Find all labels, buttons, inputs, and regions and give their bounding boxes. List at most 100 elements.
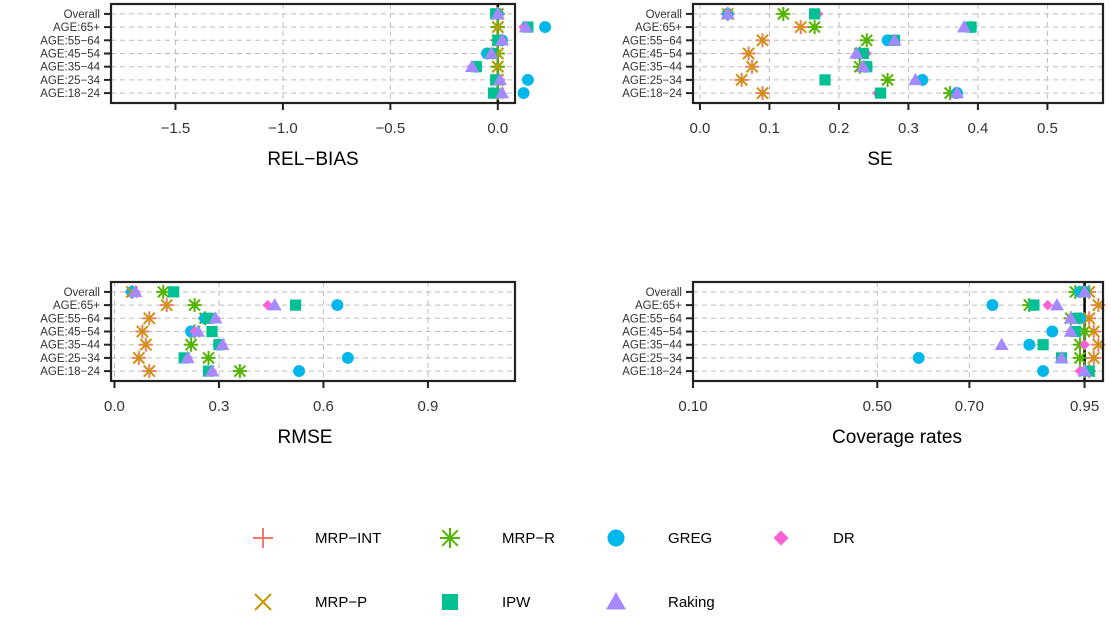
point-mrp-r bbox=[776, 6, 791, 21]
point-greg bbox=[293, 365, 306, 378]
point-greg bbox=[331, 299, 344, 312]
x-tick-label: 0.9 bbox=[418, 398, 439, 415]
x-tick-label: 0.2 bbox=[829, 120, 850, 137]
point-raking bbox=[887, 33, 902, 46]
point-dr bbox=[1079, 339, 1090, 350]
x-tick-label: 0.3 bbox=[898, 120, 919, 137]
x-tick-label: 0.6 bbox=[313, 398, 334, 415]
legend-label: MRP−R bbox=[502, 530, 555, 547]
legend-item-mrp-p: MRP−P bbox=[254, 593, 367, 611]
y-tick-label: AGE:25−34 bbox=[40, 75, 100, 87]
x-axis-title: REL−BIAS bbox=[267, 149, 358, 170]
legend-item-mrp-r: MRP−R bbox=[440, 528, 555, 548]
point-ipw bbox=[206, 325, 218, 338]
legend-label: MRP−P bbox=[315, 594, 367, 611]
y-tick-label: AGE:55−64 bbox=[622, 35, 682, 47]
point-raking bbox=[908, 72, 923, 86]
point-greg bbox=[517, 87, 530, 100]
x-tick-label: −1.0 bbox=[268, 120, 298, 137]
point-ipw bbox=[470, 61, 482, 73]
legend-item-mrp-int: MRP−INT bbox=[253, 528, 381, 548]
point-raking bbox=[950, 86, 965, 99]
legend-item-raking: Raking bbox=[606, 592, 715, 611]
point-mrp-p bbox=[1087, 325, 1101, 338]
point-ipw bbox=[168, 286, 180, 298]
legend-item-greg: GREG bbox=[607, 529, 712, 547]
y-tick-label: AGE:25−34 bbox=[40, 353, 100, 365]
y-tick-label: AGE:25−34 bbox=[622, 353, 682, 365]
legend-key-mrp-int bbox=[253, 528, 273, 548]
point-ipw bbox=[875, 87, 887, 99]
y-tick-label: AGE:55−64 bbox=[40, 35, 100, 47]
legend: MRP−INT MRP−R GREG DR MRP−P IPW Raking bbox=[253, 528, 855, 611]
point-mrp-p bbox=[745, 60, 759, 74]
point-raking bbox=[208, 311, 223, 324]
y-tick-label: AGE:35−44 bbox=[622, 62, 682, 74]
x-tick-label: 0.50 bbox=[863, 398, 892, 415]
point-ipw bbox=[1028, 299, 1040, 311]
x-tick-label: −0.5 bbox=[376, 120, 406, 137]
point-mrp-p bbox=[136, 325, 149, 338]
legend-label: IPW bbox=[502, 594, 531, 611]
panels: OverallAGE:65+AGE:55−64AGE:45−54AGE:35−4… bbox=[40, 2, 1106, 448]
y-tick-label: AGE:65+ bbox=[53, 22, 100, 34]
x-tick-label: 0.4 bbox=[967, 120, 988, 137]
x-tick-label: 0.3 bbox=[209, 398, 230, 415]
point-raking bbox=[856, 59, 871, 72]
x-tick-label: −1.5 bbox=[161, 120, 191, 137]
point-greg bbox=[521, 73, 534, 86]
point-raking bbox=[1077, 364, 1092, 377]
y-tick-label: AGE:18−24 bbox=[622, 88, 682, 100]
y-tick-label: AGE:65+ bbox=[635, 300, 682, 312]
point-ipw bbox=[1069, 325, 1081, 338]
point-raking bbox=[1077, 284, 1092, 298]
y-tick-label: AGE:35−44 bbox=[622, 340, 682, 352]
point-mrp-p bbox=[491, 60, 505, 74]
x-tick-label: 0.0 bbox=[690, 120, 711, 137]
point-ipw bbox=[1037, 339, 1049, 351]
point-ipw bbox=[492, 34, 504, 46]
point-mrp-p bbox=[794, 20, 808, 34]
point-mrp-r bbox=[156, 284, 171, 299]
legend-key-dr bbox=[773, 530, 789, 546]
y-tick-label: AGE:18−24 bbox=[40, 88, 100, 100]
point-mrp-p bbox=[742, 47, 755, 60]
point-dr bbox=[1042, 299, 1053, 311]
point-mrp-p bbox=[139, 338, 153, 352]
point-mrp-r bbox=[201, 350, 216, 365]
point-mrp-r bbox=[1072, 350, 1087, 365]
legend-key-greg bbox=[607, 529, 625, 547]
point-raking bbox=[1063, 311, 1078, 324]
point-raking bbox=[849, 46, 864, 59]
y-tick-label: AGE:18−24 bbox=[40, 366, 100, 378]
point-raking bbox=[495, 86, 510, 99]
point-mrp-p bbox=[132, 351, 146, 365]
y-tick-label: AGE:55−64 bbox=[622, 313, 682, 325]
point-mrp-r bbox=[807, 20, 822, 35]
y-tick-label: AGE:45−54 bbox=[40, 327, 100, 339]
point-greg bbox=[1046, 325, 1059, 338]
point-raking bbox=[191, 324, 206, 337]
point-ipw bbox=[487, 87, 500, 99]
x-tick-label: 0.0 bbox=[487, 120, 508, 137]
y-tick-label: AGE:18−24 bbox=[622, 366, 682, 378]
point-raking bbox=[495, 33, 510, 46]
point-raking bbox=[465, 59, 480, 72]
point-raking bbox=[128, 284, 143, 298]
x-tick-label: 0.10 bbox=[678, 398, 707, 415]
point-greg bbox=[1023, 338, 1036, 351]
point-mrp-p bbox=[756, 86, 769, 100]
x-tick-label: 0.70 bbox=[955, 398, 984, 415]
point-mrp-p bbox=[160, 298, 174, 312]
y-tick-label: Overall bbox=[646, 287, 682, 299]
point-mrp-r bbox=[187, 298, 202, 313]
legend-label: MRP−INT bbox=[315, 530, 381, 547]
point-mrp-p bbox=[735, 73, 748, 87]
point-greg bbox=[1037, 365, 1050, 378]
legend-item-dr: DR bbox=[773, 530, 855, 547]
x-tick-label: 0.0 bbox=[104, 398, 125, 415]
legend-label: Raking bbox=[668, 594, 715, 611]
